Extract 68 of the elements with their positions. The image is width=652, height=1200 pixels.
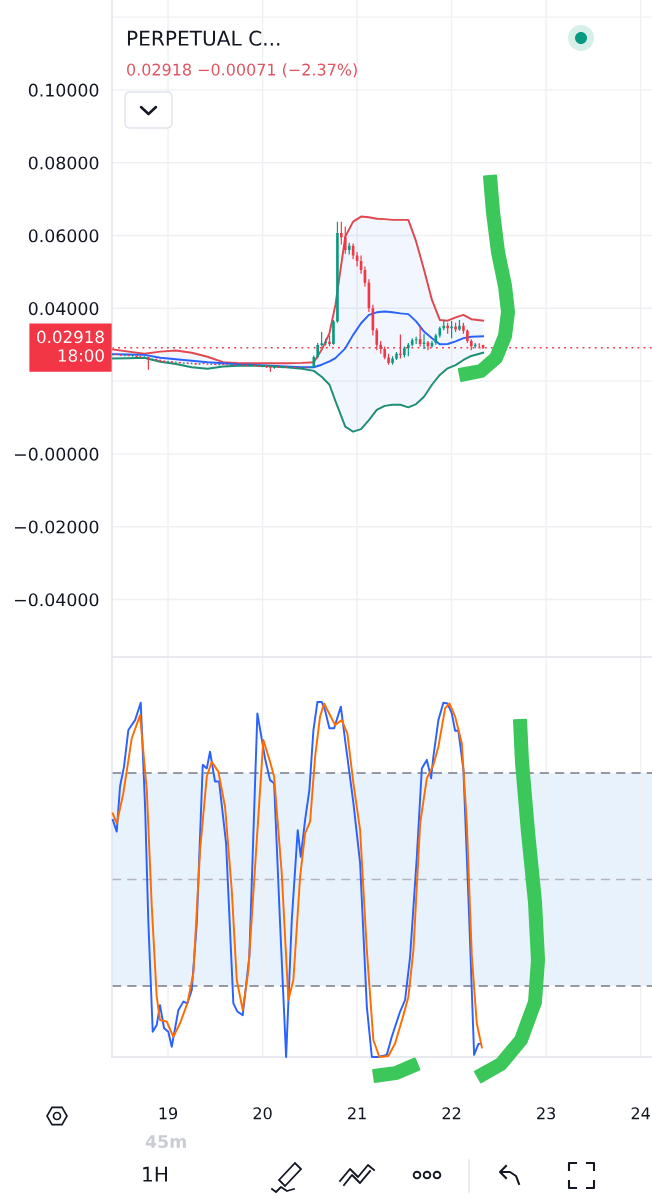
- candlestick: [158, 359, 162, 362]
- candlestick: [422, 333, 426, 350]
- x-tick-label: 24: [631, 1107, 650, 1120]
- candlestick: [147, 356, 150, 370]
- y-tick-label: −0.00000: [15, 447, 99, 461]
- x-tick-label: 19: [159, 1107, 178, 1120]
- y-tick-label: 0.08000: [28, 156, 99, 170]
- candlestick: [300, 366, 304, 369]
- candlestick: [135, 355, 138, 358]
- y-tick-label: 0.10000: [28, 83, 99, 97]
- candlestick: [112, 353, 115, 356]
- candlestick: [450, 321, 453, 339]
- candlestick: [237, 364, 241, 367]
- candlestick: [194, 362, 197, 365]
- candlestick: [312, 355, 316, 368]
- candlestick: [410, 338, 414, 347]
- candlestick: [143, 356, 146, 359]
- candlestick: [150, 358, 154, 362]
- candlestick: [261, 365, 264, 368]
- candlestick: [332, 319, 335, 345]
- candlestick: [154, 358, 158, 361]
- candlestick: [363, 266, 367, 287]
- candlestick: [166, 360, 170, 363]
- line-series: [111, 215, 485, 365]
- text: 0.02918 −0.00071 (−2.37%): [127, 63, 357, 78]
- candlestick: [387, 353, 390, 365]
- candlestick: [316, 342, 319, 359]
- candlestick: [462, 322, 465, 334]
- candlestick: [403, 346, 406, 358]
- candlestick: [407, 342, 410, 357]
- candlestick: [288, 366, 292, 369]
- ref-line-label: 0.02918 18:00: [37, 330, 104, 362]
- text: PERPETUAL C...: [127, 30, 280, 46]
- candlestick: [221, 363, 225, 366]
- x-tick-label: 22: [442, 1107, 461, 1120]
- candlestick: [347, 242, 351, 255]
- candlestick: [336, 221, 339, 323]
- candlestick: [269, 366, 272, 372]
- candlestick: [458, 319, 461, 331]
- candlestick: [127, 354, 130, 357]
- y-tick-label: −0.02000: [15, 520, 99, 534]
- candlestick: [430, 341, 434, 348]
- candlestick: [355, 251, 359, 267]
- x-tick-label: 20: [253, 1107, 272, 1120]
- candlestick: [320, 331, 323, 347]
- candlestick: [265, 365, 268, 368]
- candlestick: [395, 351, 398, 360]
- y-tick-label: 0.06000: [28, 229, 99, 243]
- candlestick: [174, 361, 178, 364]
- candlestick: [213, 363, 217, 366]
- candlestick: [466, 329, 469, 343]
- candlestick: [359, 255, 363, 274]
- y-tick-label: 0.04000: [28, 302, 99, 316]
- candlestick: [438, 326, 442, 338]
- candlestick: [296, 366, 300, 369]
- candlestick: [273, 366, 276, 369]
- candlestick: [280, 366, 284, 369]
- line-series: [111, 351, 485, 433]
- candlestick: [454, 322, 457, 332]
- x-tick-label: 21: [348, 1107, 366, 1120]
- candlestick: [343, 226, 347, 254]
- x-tick-label: 23: [537, 1107, 556, 1120]
- candlestick: [162, 360, 166, 363]
- candlestick: [391, 356, 394, 365]
- y-tick-label: −0.04000: [15, 593, 99, 607]
- line-series: [111, 310, 485, 369]
- candlestick: [339, 221, 343, 245]
- text: 1H: [143, 1166, 167, 1182]
